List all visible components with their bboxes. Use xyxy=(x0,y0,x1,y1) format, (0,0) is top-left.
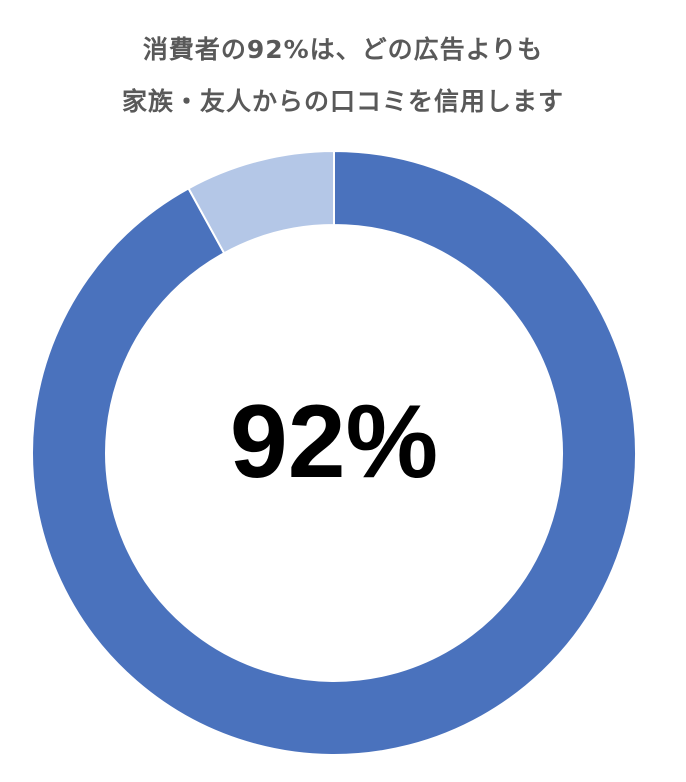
chart-title-line-2: 家族・友人からの口コミを信用します xyxy=(121,87,564,116)
center-label: 92% xyxy=(229,384,439,500)
donut-slice-0 xyxy=(31,149,637,756)
chart-title-line-1: 消費者の92%は、どの広告よりも xyxy=(142,35,544,64)
donut-slice-1 xyxy=(187,149,335,255)
